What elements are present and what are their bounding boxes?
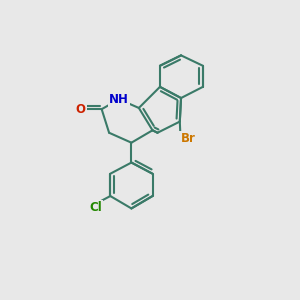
Text: NH: NH [109, 93, 129, 106]
Text: O: O [76, 103, 85, 116]
Text: Cl: Cl [89, 201, 102, 214]
Text: Br: Br [181, 132, 195, 146]
